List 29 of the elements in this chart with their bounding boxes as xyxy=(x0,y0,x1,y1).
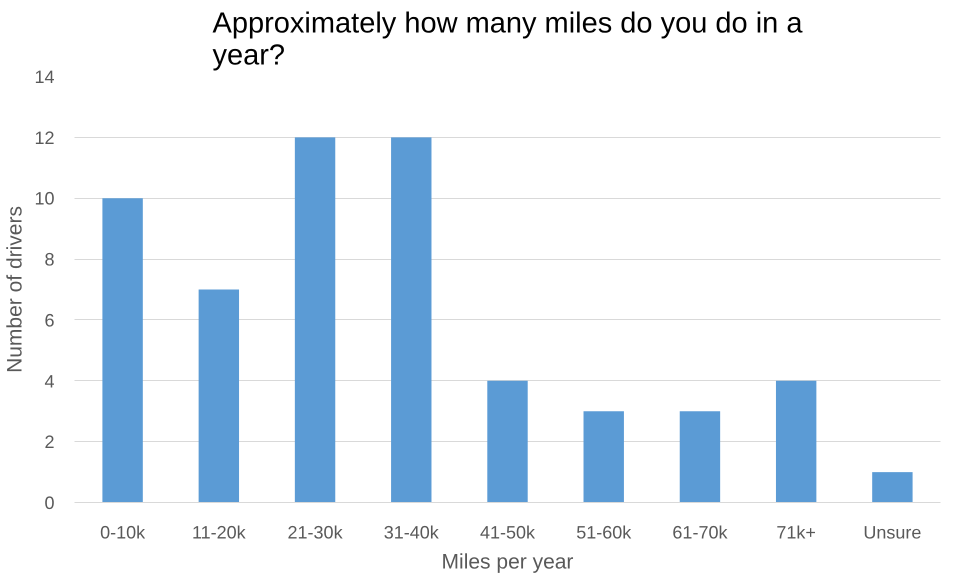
bar xyxy=(584,411,624,502)
x-tick-label: 51-60k xyxy=(576,522,632,542)
y-tick-label: 0 xyxy=(44,493,55,513)
x-tick-label: 71k+ xyxy=(776,522,816,542)
y-tick-label: 2 xyxy=(44,432,55,452)
y-axis-title: Number of drivers xyxy=(3,206,26,373)
x-tick-label: 31-40k xyxy=(384,522,440,542)
bar xyxy=(198,290,240,502)
x-tick-label: 11-20k xyxy=(192,522,247,542)
y-tick-label: 14 xyxy=(34,67,55,87)
y-tick-label: 10 xyxy=(34,188,55,209)
chart-title: Approximately how many miles do you do in a year? xyxy=(212,8,804,72)
bar xyxy=(872,472,913,502)
y-tick-label: 12 xyxy=(34,128,55,148)
bar xyxy=(487,380,528,502)
bar xyxy=(102,198,143,502)
bar xyxy=(680,411,720,502)
x-tick-label: 41-50k xyxy=(480,522,536,542)
x-tick-label: Unsure xyxy=(863,522,922,542)
bar xyxy=(391,137,432,502)
y-tick-label: 8 xyxy=(44,250,55,270)
bar xyxy=(776,380,816,502)
x-tick-label: 61-70k xyxy=(672,522,728,542)
bar xyxy=(294,137,336,502)
y-tick-label: 4 xyxy=(44,371,55,392)
x-tick-label: 0-10k xyxy=(100,522,146,542)
x-axis-title: Miles per year xyxy=(442,550,574,574)
x-tick-label: 21-30k xyxy=(288,522,344,542)
y-tick-label: 6 xyxy=(44,310,55,330)
